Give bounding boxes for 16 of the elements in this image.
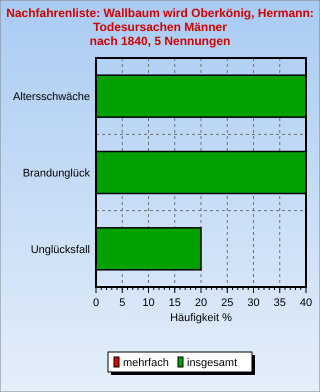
chart-title: Nachfahrenliste: Wallbaum wird Oberkönig, Hermann: Todesursachen Männer nach 1840, 5 Nennungen [6,6,314,48]
x-tick-label: 25 [221,297,234,309]
x-axis-title: Häufigkeit % [170,312,232,324]
x-tick-label: 5 [119,297,126,309]
y-tick-label: Altersschwäche [12,91,90,104]
legend-label: mehrfach [123,357,169,369]
y-tick-label: Unglücksfall [30,244,90,256]
y-tick-label: Brandunglück [22,168,90,180]
legend-label: insgesamt [187,357,238,369]
x-tick-label: 10 [142,297,155,309]
x-tick-label: 35 [274,297,286,309]
x-tick-label: 30 [247,297,260,309]
x-tick-label: 15 [168,297,181,309]
x-tick-label: 20 [194,297,208,309]
x-tick-label: 40 [300,297,312,309]
x-tick-label: 0 [92,297,100,309]
